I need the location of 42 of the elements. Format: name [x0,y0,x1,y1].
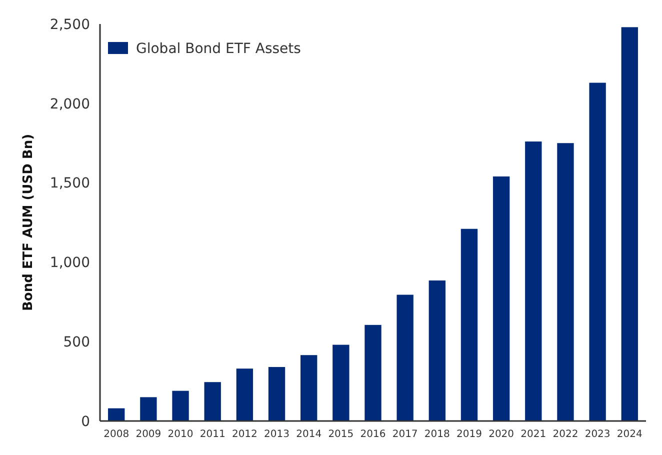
y-axis-title: Bond ETF AUM (USD Bn) [21,134,36,312]
x-tick-label: 2016 [360,429,386,440]
y-tick-label: 500 [63,334,90,350]
bar [140,397,157,421]
bar [396,294,414,421]
bar [172,390,189,421]
bar [268,367,286,421]
x-tick-label: 2014 [296,429,322,440]
x-tick-label: 2022 [552,429,578,440]
bar [236,368,254,421]
x-tick-label: 2010 [168,429,194,440]
legend-label: Global Bond ETF Assets [136,40,301,57]
bar [428,280,446,421]
x-tick-label: 2011 [200,429,226,440]
y-tick-label: 2,500 [50,16,90,33]
bar [300,355,318,421]
bar [204,382,221,421]
bar [589,82,606,421]
x-tick-label: 2009 [136,429,162,440]
bar [621,27,638,421]
y-tick-label: 2,000 [50,96,90,112]
y-tick-label: 1,500 [50,176,90,192]
bar [525,142,542,421]
x-tick-label: 2013 [264,429,290,440]
bar [332,344,350,421]
y-tick-label: 1,000 [50,255,90,272]
bar [108,408,125,421]
x-tick-label: 2023 [584,429,610,440]
x-tick-label: 2020 [488,429,514,440]
bar [364,324,382,421]
bar [492,176,510,421]
x-tick-label: 2017 [392,429,418,440]
x-tick-label: 2018 [424,429,450,440]
x-tick-label: 2021 [520,429,546,440]
x-tick-label: 2019 [456,429,482,440]
y-tick-label: 0 [81,414,90,430]
x-tick-label: 2024 [616,429,642,440]
x-tick-label: 2015 [328,429,354,440]
x-tick-label: 2012 [232,429,258,440]
bar [460,228,478,421]
bar [557,143,574,421]
x-tick-label: 2008 [104,429,130,440]
